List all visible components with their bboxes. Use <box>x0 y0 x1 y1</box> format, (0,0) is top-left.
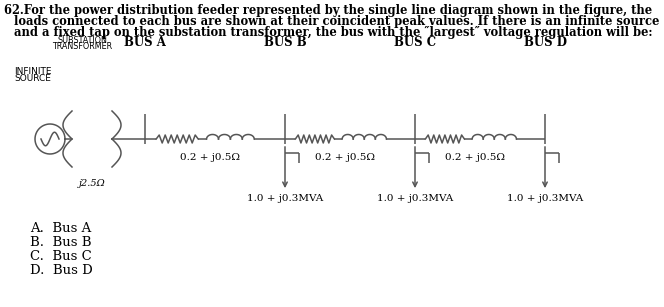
Text: D.  Bus D: D. Bus D <box>30 264 93 277</box>
Text: SUBSTATION: SUBSTATION <box>57 36 107 45</box>
Text: 0.2 + j0.5Ω: 0.2 + j0.5Ω <box>180 153 240 162</box>
Text: TRANSFORMER: TRANSFORMER <box>52 42 112 51</box>
Text: 62.For the power distribution feeder represented by the single line diagram show: 62.For the power distribution feeder rep… <box>4 4 652 17</box>
Text: BUS B: BUS B <box>264 36 306 49</box>
Text: A.  Bus A: A. Bus A <box>30 222 91 235</box>
Text: BUS D: BUS D <box>523 36 566 49</box>
Text: and a fixed tap on the substation transformer, the bus with the ″largest″ voltag: and a fixed tap on the substation transf… <box>14 26 653 39</box>
Text: SOURCE: SOURCE <box>14 74 51 83</box>
Text: C.  Bus C: C. Bus C <box>30 250 92 263</box>
Text: B.  Bus B: B. Bus B <box>30 236 92 249</box>
Text: 1.0 + j0.3MVA: 1.0 + j0.3MVA <box>507 194 583 203</box>
Text: 0.2 + j0.5Ω: 0.2 + j0.5Ω <box>445 153 505 162</box>
Text: BUS A: BUS A <box>124 36 166 49</box>
Text: loads connected to each bus are shown at their coincident peak values. If there : loads connected to each bus are shown at… <box>14 15 659 28</box>
Text: 0.2 + j0.5Ω: 0.2 + j0.5Ω <box>315 153 375 162</box>
Text: j2.5Ω: j2.5Ω <box>78 179 106 188</box>
Text: BUS C: BUS C <box>394 36 436 49</box>
Text: INFINITE: INFINITE <box>14 67 52 76</box>
Text: 1.0 + j0.3MVA: 1.0 + j0.3MVA <box>377 194 453 203</box>
Text: 1.0 + j0.3MVA: 1.0 + j0.3MVA <box>247 194 323 203</box>
